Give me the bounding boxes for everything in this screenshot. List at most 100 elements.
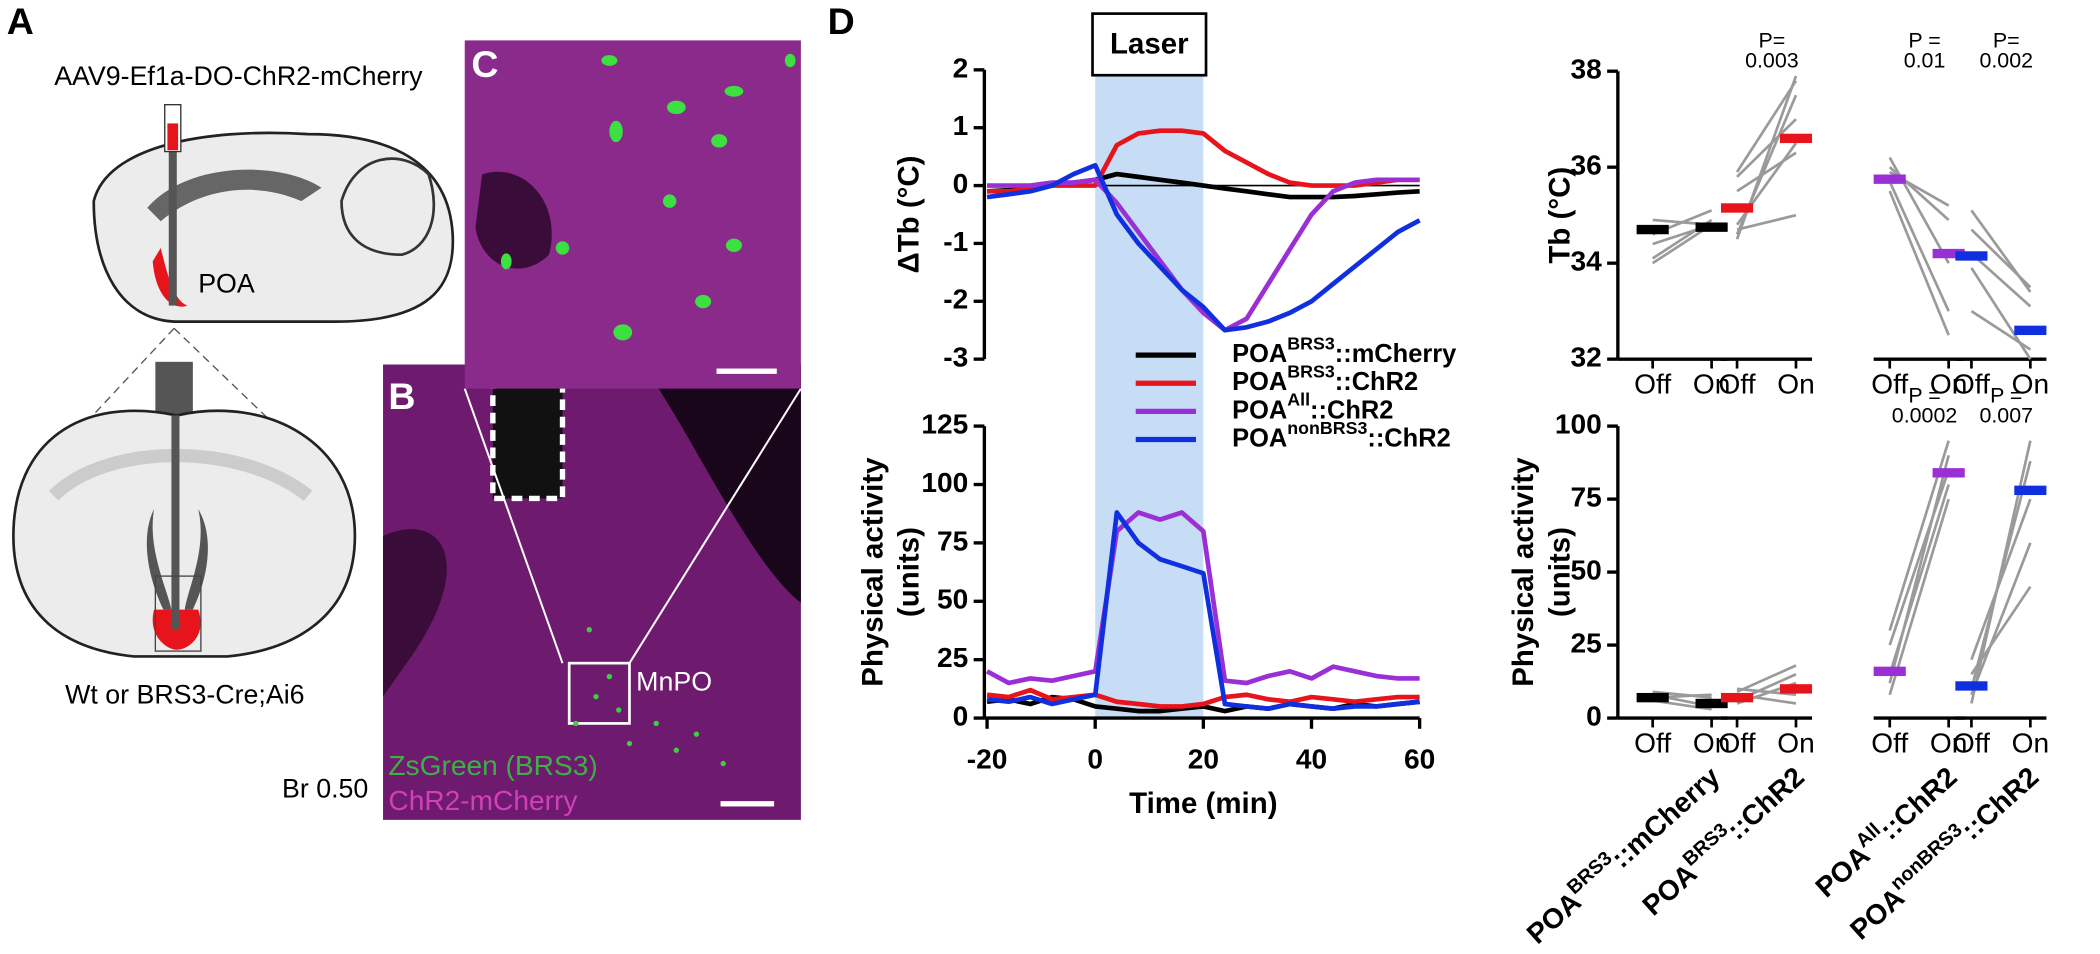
green-cells (573, 627, 726, 767)
fiber-ferrule (155, 361, 193, 416)
series-line (986, 163, 1421, 333)
cell (725, 238, 742, 252)
subject-line (1970, 228, 2032, 289)
dark-region (642, 364, 801, 603)
subject-line (1736, 151, 1797, 193)
y-tick-label: -1 (943, 226, 968, 257)
zoom-line (23, 327, 175, 490)
subject-line (1736, 664, 1797, 694)
panel-label: C (471, 43, 498, 85)
x-tick-label: On (1693, 727, 1731, 758)
label-part: POA (1232, 424, 1287, 452)
label-part: POA (1232, 368, 1287, 396)
x-tick-label: On (1777, 368, 1815, 399)
subject-line (1888, 469, 1950, 646)
label-part: ::ChR2 (1335, 368, 1418, 396)
mean-bar (1695, 222, 1728, 232)
y-axis-label: (units) (892, 527, 925, 617)
cell (609, 120, 623, 143)
x-tick-label: Off (1634, 368, 1671, 399)
mice-label: Wt or BRS3-Cre;Ai6 (65, 680, 304, 710)
subject-line (1736, 118, 1797, 178)
subject-line (1888, 181, 1950, 312)
brain-outline (92, 131, 455, 323)
x-tick-label: 20 (1188, 743, 1219, 774)
panel-label: A (7, 0, 34, 42)
subject-line (1970, 585, 2032, 676)
y-tick-label: 50 (1571, 555, 1602, 586)
ventricles (146, 509, 208, 610)
y-tick-label: 1 (953, 110, 969, 141)
p-value: 0.01 (1904, 48, 1946, 72)
label-part: ::ChR2 (1955, 761, 2044, 846)
y-tick-label: 25 (937, 642, 968, 673)
cell (586, 627, 592, 633)
p-value: 0.002 (1979, 48, 2033, 72)
mean-bar (1932, 468, 1965, 478)
p-value: P= (1758, 28, 1785, 52)
mean-bar (1636, 692, 1669, 703)
x-tick-label: Off (1719, 727, 1756, 758)
p-value: 0.003 (1745, 48, 1799, 72)
micrograph-c (464, 40, 801, 389)
coronal-brain (12, 327, 357, 658)
subject-line (1736, 213, 1797, 231)
label-superscript: BRS3 (1287, 361, 1335, 381)
panel-label: D (828, 0, 855, 42)
y-tick-label: 100 (921, 467, 968, 498)
laser-box (1091, 12, 1208, 77)
p-value: 0.0002 (1892, 403, 1957, 427)
y-tick-label: -2 (943, 284, 968, 315)
mean-bar (1873, 666, 1906, 677)
x-tick-label: On (1930, 368, 1968, 399)
mean-bar (1636, 224, 1669, 235)
y-tick-label: -3 (943, 342, 968, 373)
p-value: P = (1908, 383, 1940, 407)
label: POABRS3::ChR2 (1232, 361, 1418, 396)
cell (673, 747, 680, 753)
y-tick-label: 38 (1571, 54, 1602, 85)
y-tick-label: 36 (1571, 150, 1602, 181)
x-tick-label: 40 (1296, 743, 1327, 774)
subject-line (1970, 498, 2032, 661)
fiber (168, 104, 177, 306)
cell (626, 740, 633, 747)
y-tick-label: 0 (1586, 700, 1602, 731)
label-superscript: BRS3 (1287, 333, 1335, 353)
y-tick-label: 25 (1571, 628, 1602, 659)
cell (720, 760, 726, 767)
x-tick-label: Off (1953, 368, 1990, 399)
y-tick-label: 50 (937, 584, 968, 615)
label: POAAll::ChR2 (1232, 389, 1393, 424)
mean-bar (1955, 681, 1988, 691)
panel-label: B (388, 375, 415, 417)
p-value: P = (1908, 28, 1940, 52)
region-label: MnPO (636, 666, 712, 696)
zoom-line (628, 388, 802, 664)
y-axis-label: (units) (1543, 527, 1576, 617)
label-part: ::ChR2 (1310, 396, 1393, 424)
subject-line (1888, 498, 1950, 696)
cerebellum (340, 157, 436, 257)
label: POAnonBRS3::ChR2 (1232, 417, 1451, 452)
cell (601, 55, 618, 66)
label-superscript: nonBRS3 (1287, 417, 1367, 437)
cell (784, 53, 796, 68)
x-tick-label: Off (1719, 368, 1756, 399)
subject-line (1735, 80, 1798, 173)
cell (666, 100, 686, 115)
sagittal-brain (92, 104, 455, 323)
x-axis-label: Time (min) (1129, 787, 1277, 820)
dark-region (475, 171, 552, 269)
scale-bar (716, 368, 777, 374)
cell (555, 241, 570, 255)
mean-bar (1932, 248, 1965, 259)
subject-line (1652, 690, 1712, 699)
label-part: ::ChR2 (1367, 424, 1450, 452)
subject-line (1888, 484, 1950, 675)
y-tick-label: 32 (1571, 342, 1602, 373)
x-tick-label: Off (1953, 727, 1990, 758)
mean-bar (1873, 174, 1906, 184)
